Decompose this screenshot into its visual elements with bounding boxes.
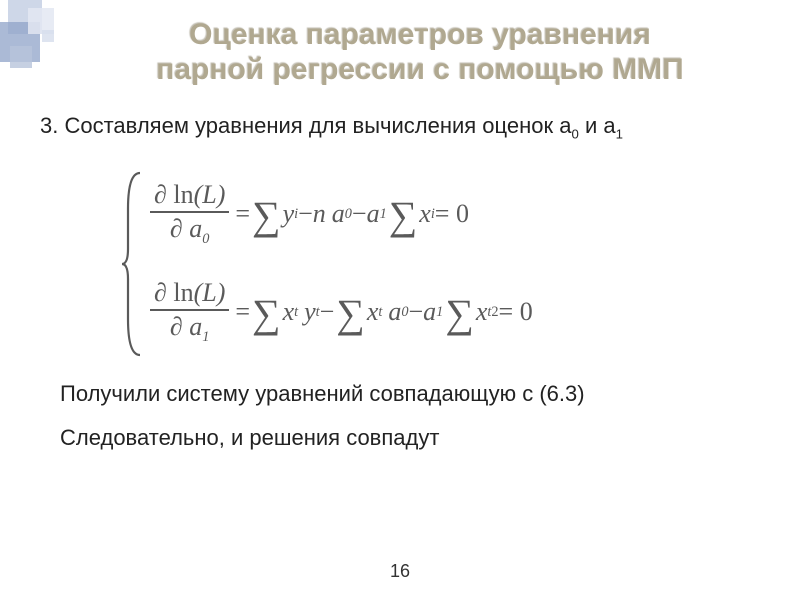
note-line-2: Следовательно, и решения совпадут xyxy=(0,407,800,451)
equation-row-1: ∂ ln(L)∂ a0 = ∑yi − na0 − a1∑xi = 0 xyxy=(150,181,469,246)
page-number: 16 xyxy=(0,561,800,582)
step-prefix: 3. Составляем уравнения для вычисления о… xyxy=(40,113,571,138)
step-sub1: 1 xyxy=(616,126,623,141)
note-line-1: Получили систему уравнений совпадающую с… xyxy=(0,369,800,407)
title-line-1: Оценка параметров уравнения xyxy=(80,18,760,53)
slide-title: Оценка параметров уравнения парной регре… xyxy=(0,0,800,87)
equation-row-2: ∂ ln(L)∂ a1 = ∑xtyt − ∑xta0 − a1∑xt2 = 0 xyxy=(150,279,533,344)
step-sub0: 0 xyxy=(571,126,578,141)
title-line-2: парной регрессии с помощью ММП xyxy=(80,53,760,88)
step-mid: и a xyxy=(579,113,616,138)
left-brace-icon xyxy=(120,169,146,359)
step-text: 3. Составляем уравнения для вычисления о… xyxy=(0,87,800,141)
equation-system: ∂ ln(L)∂ a0 = ∑yi − na0 − a1∑xi = 0 ∂ ln… xyxy=(120,169,640,369)
